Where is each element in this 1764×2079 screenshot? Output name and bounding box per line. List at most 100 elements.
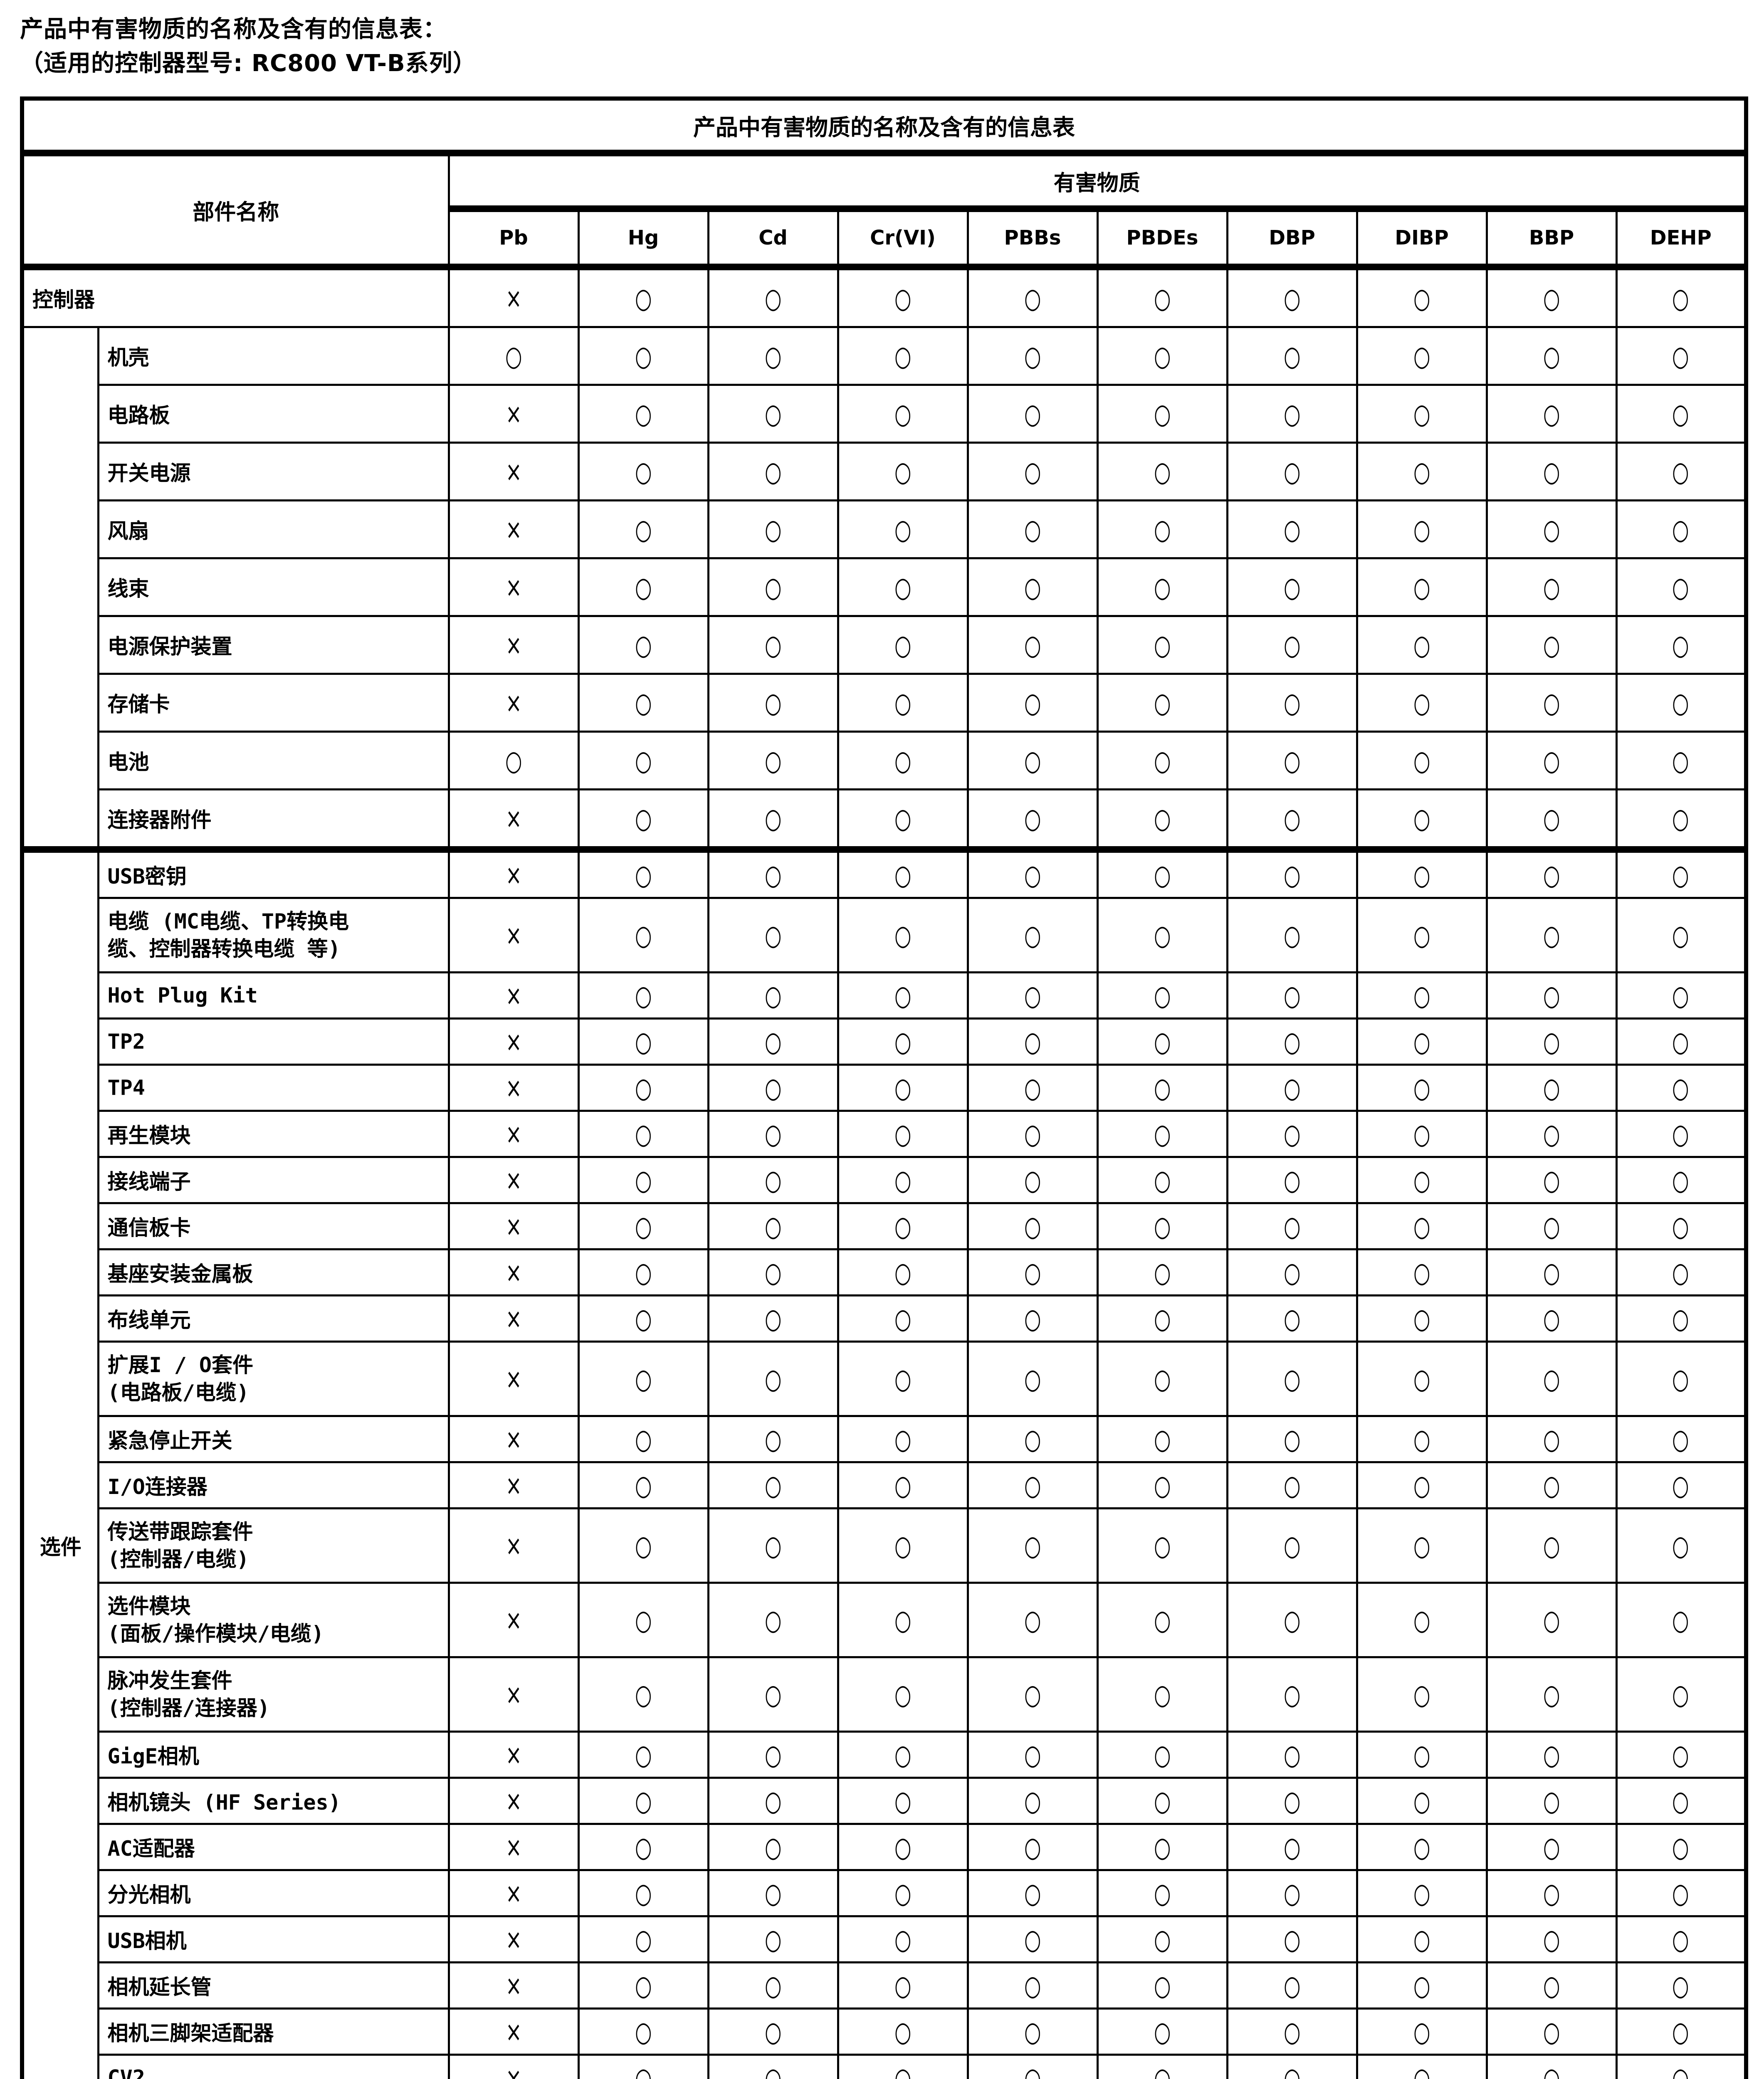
substance-mark-cell: ○ <box>577 1582 709 1658</box>
circle-mark: ○ <box>1543 1117 1560 1151</box>
part-name-cell: 相机延长管 <box>97 1961 450 2010</box>
substance-mark-cell: ○ <box>1226 499 1358 559</box>
substance-mark-cell: ○ <box>1096 326 1228 386</box>
cross-mark: × <box>505 1877 522 1910</box>
circle-mark: ○ <box>505 744 522 777</box>
substance-mark-cell: ○ <box>1356 1110 1488 1158</box>
substance-mark-cell: ○ <box>1096 897 1228 973</box>
circle-mark: ○ <box>1283 1362 1301 1395</box>
substance-mark-cell: ○ <box>707 2054 839 2079</box>
table-header-row: 部件名称 有害物质 <box>21 152 1747 270</box>
substance-mark-cell: ○ <box>966 1656 1099 1733</box>
component-row: 存储卡 × ○ ○ ○ ○ ○ ○ ○ ○ ○ <box>22 673 1747 733</box>
substance-mark-cell: ○ <box>577 1294 709 1343</box>
part-name-cell: 存储卡 <box>97 673 450 733</box>
circle-mark: ○ <box>635 1830 652 1864</box>
circle-mark: ○ <box>1154 2061 1171 2079</box>
substance-mark-cell: × <box>447 788 580 853</box>
substance-mark-cell: ○ <box>1226 1961 1358 2010</box>
circle-mark: ○ <box>1283 802 1301 835</box>
substance-mark-cell: ○ <box>1226 1869 1358 1917</box>
circle-mark: ○ <box>894 1603 912 1637</box>
circle-mark: ○ <box>1543 1969 1560 2002</box>
substance-mark-cell: ○ <box>1485 326 1618 386</box>
substance-mark-cell: ○ <box>1485 2007 1618 2056</box>
substance-mark-cell: ○ <box>707 1341 839 1417</box>
substance-mark-cell: ○ <box>1096 1823 1228 1871</box>
substance-mark-cell: ○ <box>1615 731 1747 790</box>
substance-mark-cell: ○ <box>837 557 969 617</box>
circle-mark: ○ <box>1283 339 1301 373</box>
substance-mark-cell: ○ <box>707 1461 839 1509</box>
part-name-cell: 扩展I / O套件 (电路板/电缆) <box>97 1341 450 1417</box>
circle-mark: ○ <box>1024 858 1041 891</box>
circle-mark: ○ <box>1154 1071 1171 1104</box>
circle-mark: ○ <box>1672 2061 1690 2079</box>
circle-mark: ○ <box>1543 1362 1560 1395</box>
cross-mark: × <box>505 1969 522 2002</box>
circle-mark: ○ <box>764 628 782 662</box>
substance-column-header: DBP <box>1226 207 1358 270</box>
substance-mark-cell: ○ <box>1356 1731 1488 1779</box>
part-name-cell: Hot Plug Kit <box>97 971 450 1020</box>
circle-mark: ○ <box>1672 1256 1690 1289</box>
circle-mark: ○ <box>1024 1923 1041 1956</box>
circle-mark: ○ <box>1543 979 1560 1012</box>
circle-mark: ○ <box>1154 1678 1171 1711</box>
substance-mark-cell: ○ <box>1226 1017 1358 1066</box>
circle-mark: ○ <box>1413 1071 1430 1104</box>
circle-mark: ○ <box>764 1529 782 1562</box>
substance-mark-cell: ○ <box>707 1248 839 1296</box>
substance-mark-cell: ○ <box>837 1294 969 1343</box>
circle-mark: ○ <box>1672 1603 1690 1637</box>
substance-mark-cell: ○ <box>1096 1507 1228 1584</box>
substance-mark-cell: ○ <box>837 673 969 733</box>
substance-mark-cell: ○ <box>707 266 839 328</box>
circle-mark: ○ <box>1283 686 1301 719</box>
substance-mark-cell: ○ <box>1226 1156 1358 1204</box>
substance-mark-cell: ○ <box>1356 1915 1488 1963</box>
circle-mark: ○ <box>1024 1469 1041 1502</box>
substance-mark-cell: ○ <box>837 1869 969 1917</box>
substance-mark-cell: ○ <box>707 499 839 559</box>
substance-mark-cell: ○ <box>1226 897 1358 973</box>
substance-mark-cell: ○ <box>1356 1202 1488 1250</box>
substance-column-header: DIBP <box>1356 207 1488 270</box>
circle-mark: ○ <box>1154 281 1171 315</box>
substance-mark-cell: ○ <box>707 731 839 790</box>
circle-mark: ○ <box>1154 1877 1171 1910</box>
part-name-cell: 电源保护装置 <box>97 615 450 675</box>
substance-mark-cell: ○ <box>1356 673 1488 733</box>
component-row: 再生模块 × ○ ○ ○ ○ ○ ○ ○ ○ ○ <box>22 1110 1747 1158</box>
substance-mark-cell: ○ <box>1356 848 1488 899</box>
circle-mark: ○ <box>764 1117 782 1151</box>
part-name-cell: 相机镜头 (HF Series) <box>97 1777 450 1825</box>
table-title: 产品中有害物质的名称及含有的信息表 <box>21 97 1747 156</box>
circle-mark: ○ <box>1413 1969 1430 2002</box>
substance-mark-cell: ○ <box>577 499 709 559</box>
substance-mark-cell: ○ <box>1226 673 1358 733</box>
substance-mark-cell: × <box>447 1341 580 1417</box>
circle-mark: ○ <box>1154 1362 1171 1395</box>
substance-mark-cell: ○ <box>966 788 1099 853</box>
substance-mark-cell: ○ <box>1485 499 1618 559</box>
part-name-cell: 传送带跟踪套件 (控制器/电缆) <box>97 1507 450 1584</box>
circle-mark: ○ <box>635 744 652 777</box>
circle-mark: ○ <box>764 1422 782 1456</box>
circle-mark: ○ <box>894 513 912 546</box>
substance-mark-cell: ○ <box>1096 971 1228 1020</box>
substance-mark-cell: ○ <box>1485 2054 1618 2079</box>
substance-mark-cell: ○ <box>966 384 1099 444</box>
component-row: 接线端子 × ○ ○ ○ ○ ○ ○ ○ ○ ○ <box>22 1156 1747 1204</box>
substance-mark-cell: ○ <box>1615 1777 1747 1825</box>
substance-mark-cell: ○ <box>1615 1415 1747 1463</box>
circle-mark: ○ <box>635 339 652 373</box>
substance-mark-cell: × <box>447 442 580 501</box>
circle-mark: ○ <box>764 802 782 835</box>
circle-mark: ○ <box>1543 1071 1560 1104</box>
circle-mark: ○ <box>1024 2015 1041 2048</box>
circle-mark: ○ <box>1672 686 1690 719</box>
substance-mark-cell: × <box>447 1777 580 1825</box>
circle-mark: ○ <box>1413 339 1430 373</box>
circle-mark: ○ <box>894 339 912 373</box>
